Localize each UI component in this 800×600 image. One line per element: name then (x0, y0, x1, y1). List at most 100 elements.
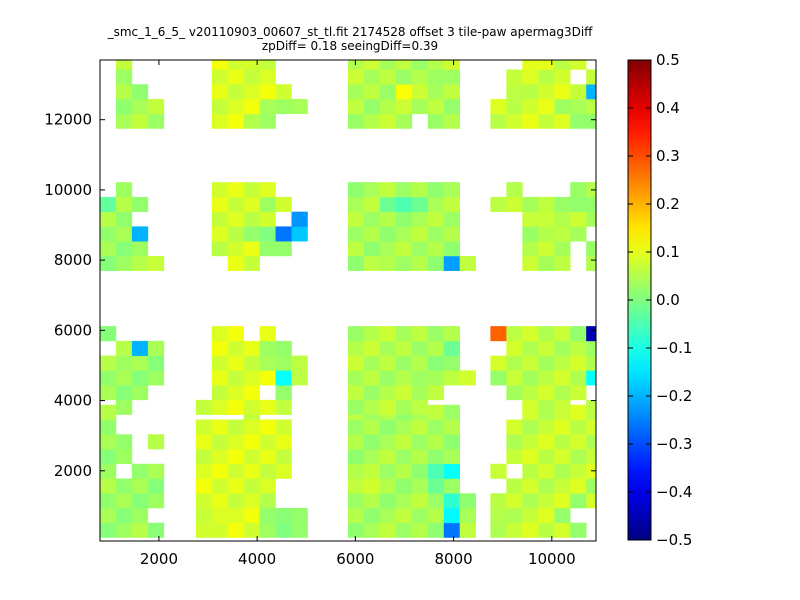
heatmap-cell (522, 340, 539, 356)
heatmap-cell (522, 241, 539, 257)
heatmap-cell (490, 113, 507, 129)
heatmap-cell (506, 196, 523, 212)
heatmap-cell (100, 211, 117, 227)
heatmap-cell (554, 60, 571, 70)
colorbar-tick-label: −0.3 (656, 435, 692, 453)
heatmap-cell (275, 196, 292, 212)
heatmap-cell (586, 69, 597, 85)
heatmap-cell (363, 508, 381, 524)
heatmap-cell (554, 326, 571, 342)
heatmap-cell (570, 84, 587, 100)
colorbar: 0.5 0.4 0.3 0.2 0.1 0.0 −0.1 −0.2 −0.3 −0.4 −0.5 (627, 51, 692, 549)
heatmap-cell (395, 385, 413, 401)
heatmap-cell (115, 434, 133, 450)
heatmap-cell (395, 399, 413, 415)
heatmap-cell (363, 370, 381, 386)
heatmap-cell (411, 60, 429, 70)
heatmap-cell (411, 98, 429, 115)
heatmap-cell (243, 478, 260, 494)
heatmap-cell (259, 340, 276, 356)
heatmap-cell (211, 98, 228, 115)
heatmap-cell (379, 211, 397, 227)
heatmap-cell (348, 355, 365, 371)
colorbar-tick-label: −0.4 (656, 483, 692, 501)
heatmap-cell (227, 241, 244, 257)
y-tick-label: 6000 (54, 321, 92, 339)
heatmap-cell (443, 241, 461, 257)
heatmap-cell (538, 355, 555, 371)
heatmap-cell (538, 98, 555, 115)
heatmap-cell (427, 255, 445, 271)
heatmap-cell (427, 69, 445, 85)
heatmap-cell (131, 241, 149, 257)
heatmap-cell (395, 326, 413, 342)
heatmap-cell (427, 493, 445, 509)
heatmap-cell (554, 196, 571, 212)
heatmap-cell (147, 434, 165, 450)
heatmap-cell (411, 463, 429, 479)
heatmap-cell (506, 385, 523, 401)
heatmap-cell (379, 196, 397, 212)
heatmap-cell (538, 326, 555, 342)
heatmap-cell (443, 419, 461, 435)
heatmap-cell (227, 399, 244, 415)
heatmap-cell (348, 326, 365, 342)
heatmap-cell (443, 69, 461, 85)
heatmap-cell (291, 370, 308, 386)
heatmap-cell (411, 434, 429, 450)
heatmap-cell (100, 508, 117, 524)
colorbar-tick-label: 0.0 (656, 291, 680, 309)
heatmap-cell (506, 326, 523, 342)
colorbar-tick-label: −0.1 (656, 339, 692, 357)
heatmap-cell (227, 355, 244, 371)
heatmap-cell (115, 355, 133, 371)
heatmap-cell (259, 98, 276, 115)
heatmap-cell (195, 434, 213, 450)
heatmap-cell (506, 434, 523, 450)
heatmap-cell (348, 84, 365, 100)
heatmap-cell (490, 522, 507, 538)
heatmap-cell (443, 508, 461, 524)
heatmap-cell (379, 449, 397, 465)
heatmap-cell (227, 370, 244, 386)
heatmap-cell (115, 399, 133, 415)
heatmap-cell (490, 196, 507, 212)
heatmap-cell (522, 84, 539, 100)
heatmap-cell (570, 60, 587, 70)
heatmap-cell (275, 84, 292, 100)
heatmap-cell (586, 326, 597, 342)
heatmap-cell (522, 399, 539, 415)
heatmap-cell (259, 399, 276, 415)
heatmap-cell (586, 434, 597, 450)
heatmap-cell (227, 196, 244, 212)
heatmap-cell (243, 69, 260, 85)
heatmap-cell (395, 419, 413, 435)
heatmap-cell (570, 434, 587, 450)
x-tick-label: 2000 (140, 550, 178, 568)
heatmap-cell (443, 370, 461, 386)
heatmap-cell (395, 434, 413, 450)
heatmap-cell (243, 113, 260, 129)
heatmap-cell (195, 449, 213, 465)
heatmap-cell (348, 98, 365, 115)
heatmap-cell (100, 449, 117, 465)
heatmap-cell (570, 493, 587, 509)
heatmap-cell (411, 493, 429, 509)
heatmap-cell (538, 463, 555, 479)
heatmap-cell (275, 98, 292, 115)
heatmap-cell (100, 463, 117, 479)
heatmap-cells (100, 60, 597, 538)
heatmap-cell (259, 449, 276, 465)
heatmap-cell (395, 522, 413, 538)
heatmap-cell (275, 522, 292, 538)
heatmap-cell (411, 326, 429, 342)
heatmap-cell (275, 340, 292, 356)
heatmap-cell (291, 355, 308, 371)
heatmap-cell (348, 508, 365, 524)
heatmap-cell (554, 355, 571, 371)
heatmap-cell (506, 478, 523, 494)
heatmap-cell (538, 84, 555, 100)
heatmap-cell (379, 508, 397, 524)
heatmap-cell (427, 478, 445, 494)
heatmap-cell (227, 419, 244, 435)
